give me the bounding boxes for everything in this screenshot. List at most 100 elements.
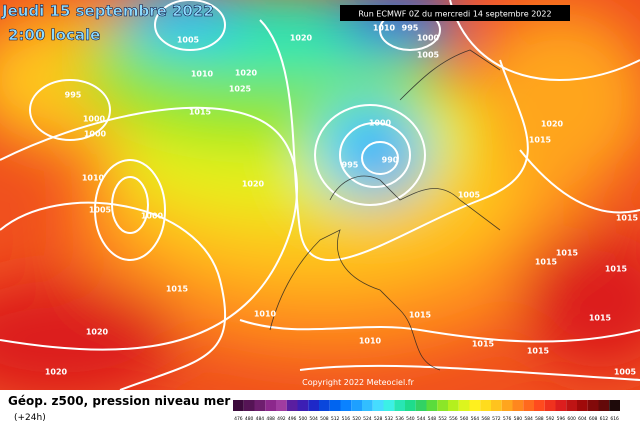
scale-swatch — [448, 400, 459, 411]
subtitle: 2:00 locale — [8, 26, 100, 44]
isobar-label: 1020 — [290, 34, 313, 43]
isobar-label: 1015 — [616, 214, 639, 223]
scale-label: 508 — [320, 416, 329, 422]
scale-label: 580 — [514, 416, 523, 422]
scale-label: 576 — [503, 416, 512, 422]
legend-step: (+24h) — [14, 413, 46, 423]
scale-label: 476 — [234, 416, 243, 422]
scale-swatch — [286, 400, 298, 411]
isobars — [0, 0, 640, 390]
scale-label: 500 — [299, 416, 308, 422]
isobar-label: 1005 — [417, 51, 440, 60]
isobar-label: 990 — [382, 156, 399, 165]
isobar-label: 1020 — [242, 180, 265, 189]
scale-label: 596 — [557, 416, 566, 422]
scale-swatch — [458, 400, 470, 411]
scale-swatch — [372, 400, 384, 411]
scale-swatch — [233, 400, 244, 411]
scale-label: 616 — [610, 416, 619, 422]
isobar-label: 1015 — [189, 108, 212, 117]
scale-swatch — [566, 400, 577, 411]
scale-label: 572 — [492, 416, 501, 422]
title: Jeudi 15 septembre 2022 — [1, 2, 214, 20]
scale-swatch — [609, 400, 620, 411]
scale-label: 560 — [460, 416, 469, 422]
isobar-label: 1020 — [235, 69, 258, 78]
scale-label: 480 — [245, 416, 254, 422]
scale-label: 488 — [266, 416, 275, 422]
scale-label: 588 — [535, 416, 544, 422]
isobar-label: 1000 — [141, 212, 164, 221]
scale-swatch — [265, 400, 276, 411]
scale-swatch — [383, 400, 395, 411]
scale-label: 612 — [600, 416, 609, 422]
scale-label: 592 — [546, 416, 555, 422]
isobar-label: 1015 — [529, 136, 552, 145]
isobar-label: 1020 — [541, 120, 564, 129]
scale-swatch — [297, 400, 309, 411]
scale-label: 552 — [438, 416, 447, 422]
isobar-label: 1000 — [417, 34, 440, 43]
scale-label: 484 — [256, 416, 265, 422]
scale-label: 600 — [567, 416, 576, 422]
isobar-label: 995 — [342, 161, 359, 170]
isobar-label: 1000 — [84, 130, 107, 139]
scale-label: 512 — [331, 416, 340, 422]
isobar-label: 1015 — [409, 311, 432, 320]
isobar-label: 1000 — [83, 115, 106, 124]
scale-label: 504 — [309, 416, 318, 422]
scale-swatch — [534, 400, 545, 411]
isobar-label: 1010 — [82, 174, 105, 183]
scale-label: 584 — [524, 416, 533, 422]
scale-swatch — [480, 400, 491, 411]
isobar-label: 1005 — [177, 36, 200, 45]
scale-swatch — [555, 400, 567, 411]
run-label: Run ECMWF 0Z du mercredi 14 septembre 20… — [358, 10, 551, 19]
isobar-label: 1005 — [458, 191, 481, 200]
isobar-label: 995 — [402, 24, 419, 33]
scale-label: 568 — [481, 416, 490, 422]
isobar-label: 1010 — [191, 70, 214, 79]
scale-label: 544 — [417, 416, 426, 422]
scale-swatch — [351, 400, 362, 411]
color-scale: 476 480 484 488 492 496 500 504 508 512 516 520 524 5… — [233, 400, 620, 422]
isobar-label: 1015 — [527, 347, 550, 356]
isobar-label: 1015 — [166, 285, 189, 294]
isobar-label: 1015 — [556, 249, 579, 258]
isobar-label: 1025 — [229, 85, 252, 94]
scale-swatch — [587, 400, 599, 411]
scale-swatch — [426, 400, 438, 411]
scale-swatch — [362, 400, 373, 411]
isobar-label: 995 — [65, 91, 82, 100]
scale-label: 564 — [471, 416, 480, 422]
isobar-label: 1015 — [605, 265, 628, 274]
scale-swatch — [544, 400, 556, 411]
scale-swatch — [491, 400, 502, 411]
scale-swatch — [394, 400, 405, 411]
scale-label: 604 — [578, 416, 587, 422]
isobar-label: 1020 — [86, 328, 109, 337]
scale-swatch — [329, 400, 341, 411]
isobar-label: 1010 — [254, 310, 277, 319]
scale-swatch — [405, 400, 416, 411]
coastlines — [269, 49, 501, 371]
legend-title: Géop. z500, pression niveau mer — [8, 394, 230, 408]
scale-label: 540 — [406, 416, 415, 422]
scale-swatch — [577, 400, 588, 411]
scale-label: 532 — [385, 416, 394, 422]
scale-label: 528 — [374, 416, 383, 422]
scale-label: 524 — [363, 416, 372, 422]
scale-label: 556 — [449, 416, 458, 422]
scale-swatch — [469, 400, 481, 411]
isobar-label: 1005 — [614, 368, 637, 377]
scale-swatch — [308, 400, 319, 411]
scale-swatch — [512, 400, 524, 411]
isobar-label: 1015 — [589, 314, 612, 323]
isobar-label: 1010 — [373, 24, 396, 33]
scale-label: 492 — [277, 416, 286, 422]
scale-swatch — [243, 400, 255, 411]
isobar-label: 1020 — [45, 368, 68, 377]
